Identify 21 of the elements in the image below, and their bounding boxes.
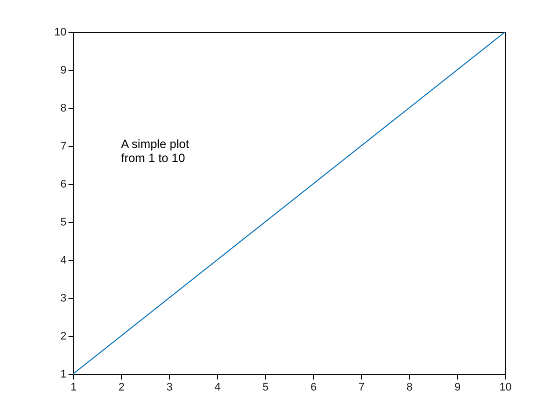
y-tick-label: 6 (60, 178, 66, 190)
y-tick-label: 5 (60, 216, 66, 228)
y-tick-label: 9 (60, 64, 66, 76)
y-tick-label: 2 (60, 330, 66, 342)
x-tick-label: 3 (166, 382, 173, 394)
x-tick-label: 7 (358, 382, 365, 394)
x-tick-label: 6 (310, 382, 317, 394)
y-tick-label: 10 (54, 26, 66, 38)
annotation: A simple plot from 1 to 10 (121, 137, 190, 165)
x-tick-label: 5 (262, 382, 269, 394)
x-tick-label: 4 (214, 382, 221, 394)
y-tick-label: 1 (60, 368, 66, 380)
y-tick-label: 4 (60, 254, 66, 266)
x-tick-label: 10 (499, 382, 512, 394)
x-tick-label: 9 (454, 382, 461, 394)
x-tick-label: 1 (70, 382, 77, 394)
x-tick-label: 2 (118, 382, 125, 394)
y-tick-label: 7 (60, 140, 66, 152)
y-tick-label: 3 (60, 292, 66, 304)
x-tick-label: 8 (406, 382, 413, 394)
y-tick-label: 8 (60, 102, 66, 114)
